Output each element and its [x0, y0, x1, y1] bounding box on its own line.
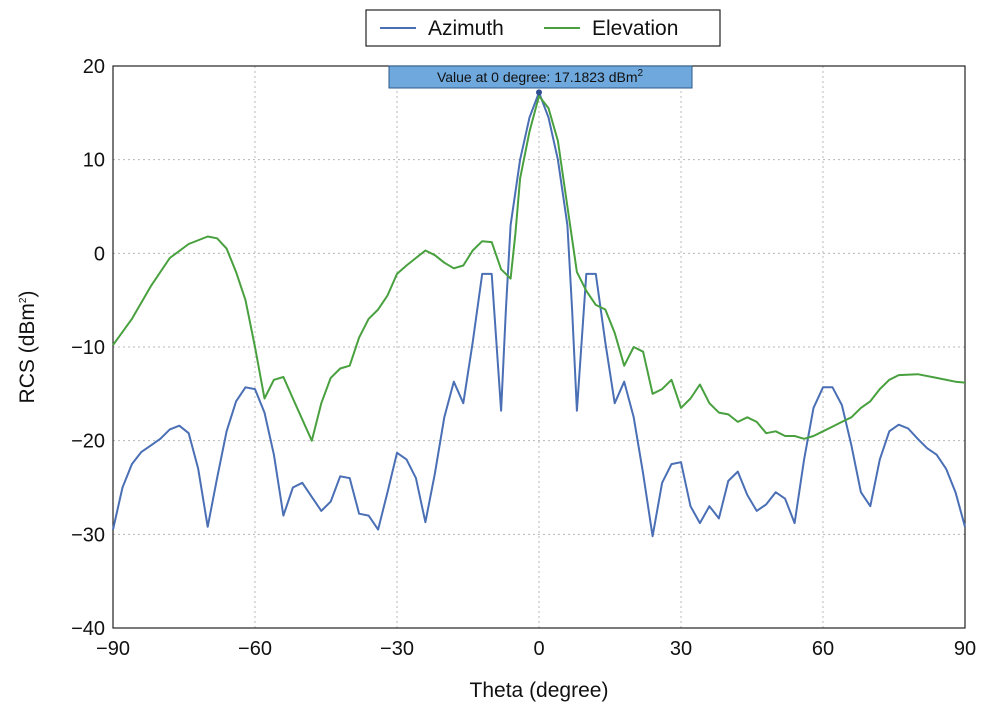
series-group: [112, 91, 966, 538]
y-tick-label: −10: [71, 337, 105, 359]
annotation-main: Value at 0 degree: 17.1823 dBm: [437, 69, 638, 85]
y-tick-label: 10: [83, 150, 105, 172]
x-tick-label: 60: [812, 638, 834, 660]
y-axis-label: RCS (dBm2): [16, 291, 39, 404]
x-tick-label: −30: [380, 638, 414, 660]
y-axis-label-close: ): [16, 291, 39, 298]
legend: Azimuth Elevation: [365, 9, 721, 47]
y-axis-label-main: RCS (dBm: [16, 303, 39, 403]
y-tick-labels: −40 −30 −20 −10 0 10 20: [71, 56, 105, 640]
x-tick-label: 90: [954, 638, 976, 660]
annotation-text: Value at 0 degree: 17.1823 dBm2: [437, 68, 644, 85]
series-line-azimuth: [112, 91, 966, 538]
peak-annotation: Value at 0 degree: 17.1823 dBm2: [388, 65, 693, 96]
legend-label-elevation: Elevation: [592, 17, 678, 40]
y-tick-label: −40: [71, 618, 105, 640]
annotation-marker: [536, 89, 542, 96]
y-tick-label: 20: [83, 56, 105, 78]
x-tick-label: 30: [670, 638, 692, 660]
series-line-elevation: [112, 95, 966, 442]
annotation-box: [388, 65, 693, 89]
x-tick-label: −90: [96, 638, 130, 660]
x-tick-label: 0: [533, 638, 544, 660]
x-axis-label: Theta (degree): [470, 679, 609, 702]
y-tick-label: −30: [71, 524, 105, 546]
y-tick-label: 0: [94, 243, 105, 265]
y-axis-label-sup: 2: [18, 297, 29, 303]
annotation-sup: 2: [638, 68, 644, 79]
legend-label-azimuth: Azimuth: [428, 17, 504, 40]
x-tick-labels: −90 −60 −30 0 30 60 90: [96, 638, 976, 660]
x-tick-label: −60: [238, 638, 272, 660]
y-tick-label: −20: [71, 431, 105, 453]
legend-box: [365, 9, 721, 47]
gridlines: [113, 66, 965, 628]
